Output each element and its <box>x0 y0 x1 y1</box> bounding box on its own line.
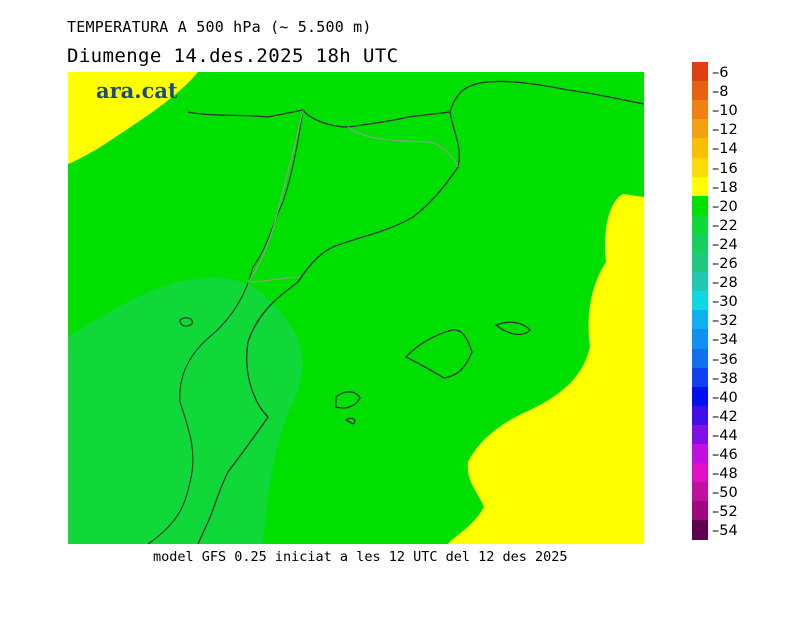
legend-label: –38 <box>712 370 738 387</box>
legend-label: –48 <box>712 466 738 483</box>
coastline-catalonia <box>197 111 460 544</box>
legend-swatch <box>692 482 708 502</box>
brand-logo: ara.cat <box>96 78 178 103</box>
legend-swatch <box>692 157 708 178</box>
legend-label: –10 <box>712 103 738 120</box>
legend-label: –20 <box>712 198 738 215</box>
legend-label: –32 <box>712 313 738 330</box>
temperature-map <box>68 72 644 544</box>
legend-label: –54 <box>712 523 738 540</box>
legend-label: –44 <box>712 427 738 444</box>
legend-label: –36 <box>712 351 738 368</box>
legend-label: –50 <box>712 485 738 502</box>
legend-swatch <box>692 176 708 197</box>
map-title: TEMPERATURA A 500 hPa (~ 5.500 m) <box>67 18 372 36</box>
legend-swatch <box>692 348 708 369</box>
model-info-caption: model GFS 0.25 iniciat a les 12 UTC del … <box>153 549 568 565</box>
border-internal <box>246 109 304 283</box>
island-formentera <box>344 417 356 425</box>
legend-swatch <box>692 424 708 445</box>
legend-label: –12 <box>712 122 738 139</box>
legend-label: –28 <box>712 275 738 292</box>
border-france <box>347 126 459 168</box>
legend-label: –30 <box>712 294 738 311</box>
island-mallorca <box>404 329 473 379</box>
legend-swatch <box>692 310 708 330</box>
legend-swatch <box>692 81 708 101</box>
legend-swatch <box>692 463 708 483</box>
legend-swatch <box>692 444 708 464</box>
field-warm-zone-northwest <box>68 72 198 164</box>
legend-label: –14 <box>712 141 738 158</box>
legend-label: –52 <box>712 504 738 521</box>
legend-swatch <box>692 272 708 292</box>
legend-swatch <box>692 233 708 254</box>
legend-swatch <box>692 195 708 216</box>
legend-label: –26 <box>712 256 738 272</box>
field-cool-zone-southwest <box>68 277 303 544</box>
legend-swatch <box>692 253 708 273</box>
border-aragon <box>147 109 304 544</box>
legend-label: –16 <box>712 160 738 177</box>
legend-label: –6 <box>712 65 729 81</box>
legend-swatch <box>692 405 708 426</box>
legend-label: –42 <box>712 408 738 425</box>
legend-swatch <box>692 62 708 82</box>
legend-swatch <box>692 329 708 349</box>
island-menorca <box>494 321 531 336</box>
legend-swatch <box>692 386 708 407</box>
legend-swatch <box>692 291 708 311</box>
legend-swatch <box>692 367 708 388</box>
legend-label: –40 <box>712 389 738 406</box>
legend-swatch <box>692 100 708 120</box>
legend-label: –46 <box>712 447 738 463</box>
legend-label: –34 <box>712 332 738 349</box>
coastline-iberia <box>187 80 644 128</box>
legend-swatch <box>692 119 708 139</box>
legend-label: –8 <box>712 84 729 101</box>
color-legend <box>692 62 708 555</box>
legend-swatch <box>692 520 708 540</box>
map-subtitle: Diumenge 14.des.2025 18h UTC <box>67 45 399 67</box>
legend-swatch <box>692 501 708 521</box>
legend-swatch <box>692 214 708 235</box>
legend-label: –22 <box>712 217 738 234</box>
legend-swatch <box>692 138 708 158</box>
island-ibiza <box>335 391 361 409</box>
legend-label: –18 <box>712 179 738 196</box>
river-ebre <box>179 317 193 327</box>
legend-label: –24 <box>712 236 738 253</box>
field-warm-zone-southeast <box>448 194 644 544</box>
